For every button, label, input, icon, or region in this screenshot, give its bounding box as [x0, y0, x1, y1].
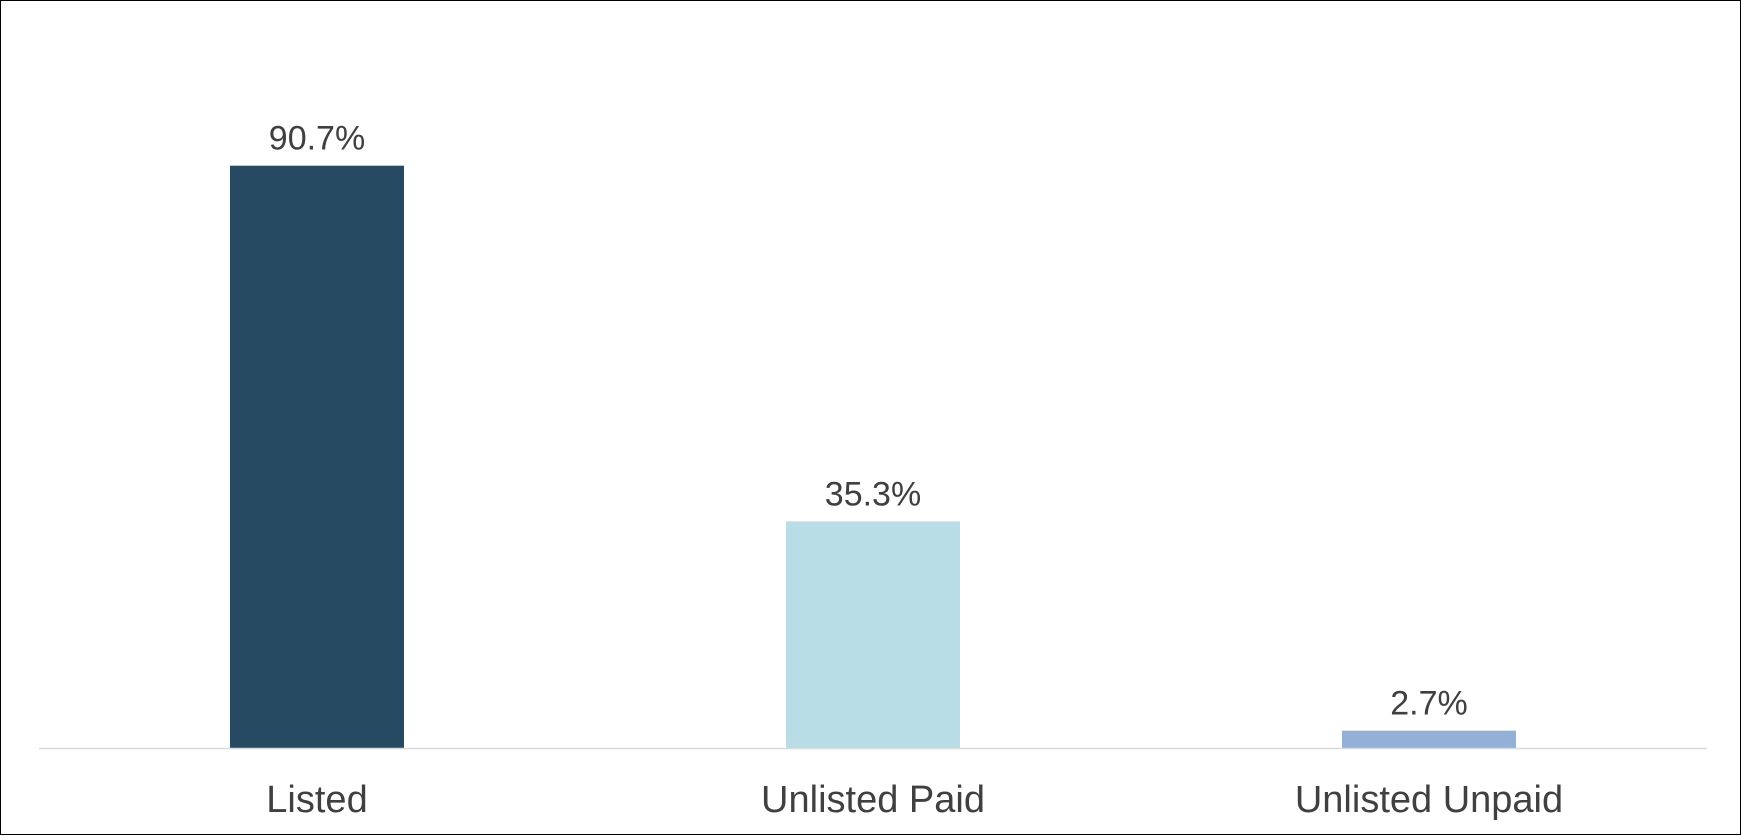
category-labels-group: Listed Unlisted Paid Unlisted Unpaid	[266, 779, 1563, 821]
category-label-unlisted-paid: Unlisted Paid	[761, 779, 985, 821]
data-label-listed: 90.7%	[269, 120, 365, 158]
category-label-unlisted-unpaid: Unlisted Unpaid	[1295, 779, 1563, 821]
bar-unlisted-unpaid	[1342, 730, 1516, 748]
category-label-listed: Listed	[266, 779, 367, 821]
bar-listed	[230, 165, 404, 748]
bars-group	[230, 165, 1516, 748]
data-label-unlisted-unpaid: 2.7%	[1390, 685, 1468, 723]
data-labels-group: 90.7% 35.3% 2.7%	[269, 120, 1468, 723]
data-label-unlisted-paid: 35.3%	[825, 475, 921, 513]
bar-unlisted-paid	[786, 521, 960, 748]
